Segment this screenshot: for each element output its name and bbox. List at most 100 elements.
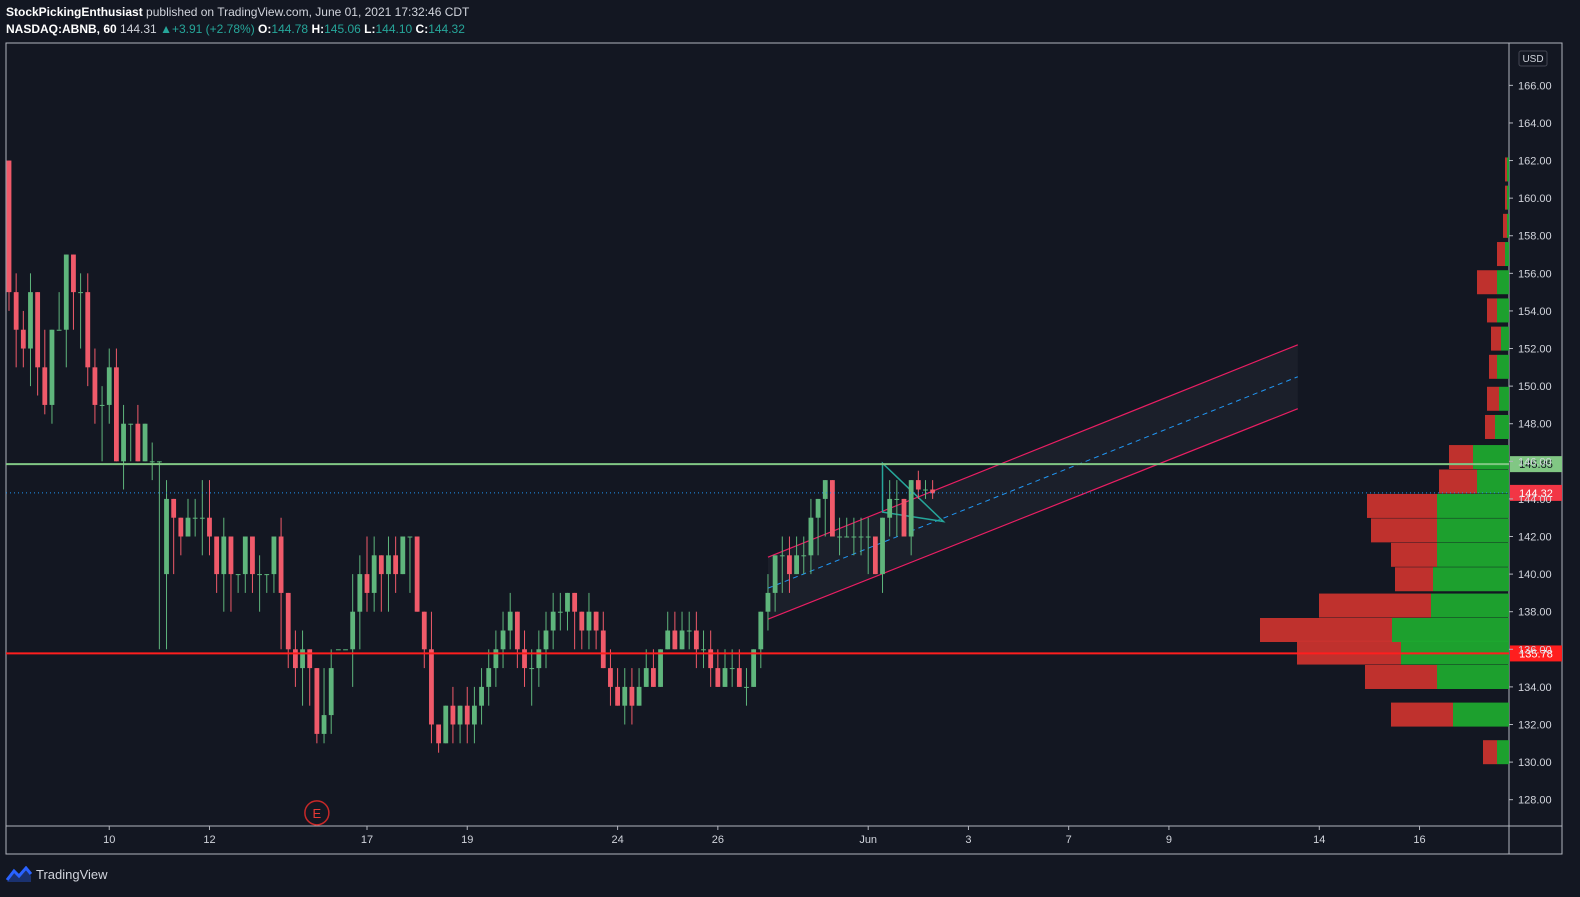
candle-body[interactable]: [357, 574, 363, 612]
candle-body[interactable]: [822, 480, 828, 499]
candle-body[interactable]: [128, 423, 134, 425]
candle-body[interactable]: [830, 480, 835, 537]
candle-body[interactable]: [35, 292, 41, 368]
candle-body[interactable]: [514, 611, 520, 650]
candle-body[interactable]: [135, 423, 141, 462]
candle-body[interactable]: [235, 574, 241, 576]
candle-body[interactable]: [78, 292, 83, 294]
candle-body[interactable]: [28, 292, 33, 349]
candle-body[interactable]: [579, 611, 585, 631]
candle-body[interactable]: [794, 555, 799, 575]
candle-body[interactable]: [114, 367, 119, 462]
candle-body[interactable]: [880, 517, 885, 575]
candle-body[interactable]: [264, 574, 270, 576]
candle-body[interactable]: [199, 517, 205, 519]
candle-body[interactable]: [923, 489, 928, 491]
candle-body[interactable]: [493, 649, 499, 669]
candle-body[interactable]: [486, 668, 492, 687]
candle-body[interactable]: [915, 480, 921, 490]
candle-body[interactable]: [908, 480, 914, 537]
candle-body[interactable]: [693, 630, 699, 650]
candle-body[interactable]: [751, 649, 757, 687]
candle-body[interactable]: [221, 536, 227, 575]
candle-body[interactable]: [472, 705, 477, 725]
currency-badge[interactable]: [1518, 50, 1548, 67]
candle-body[interactable]: [622, 686, 628, 706]
candle-body[interactable]: [293, 649, 298, 669]
candle-body[interactable]: [63, 254, 69, 330]
candle-body[interactable]: [744, 686, 749, 688]
candle-body[interactable]: [629, 686, 635, 706]
candle-body[interactable]: [464, 705, 470, 725]
candle-body[interactable]: [99, 404, 105, 406]
candle-body[interactable]: [930, 489, 936, 494]
candle-body[interactable]: [300, 649, 305, 669]
candle-body[interactable]: [736, 668, 742, 687]
candle-body[interactable]: [593, 611, 599, 631]
candle-body[interactable]: [71, 254, 76, 293]
candle-body[interactable]: [708, 649, 714, 669]
footer-brand[interactable]: TradingView: [6, 864, 108, 884]
candle-body[interactable]: [872, 536, 878, 575]
candle-body[interactable]: [421, 611, 427, 650]
candle-body[interactable]: [586, 611, 592, 631]
candle-body[interactable]: [364, 574, 370, 593]
candle-body[interactable]: [758, 611, 764, 650]
candle-body[interactable]: [701, 649, 706, 651]
candle-body[interactable]: [894, 498, 900, 500]
channel-lower-line[interactable]: [767, 408, 1299, 620]
candle-body[interactable]: [228, 536, 234, 575]
candle-body[interactable]: [20, 329, 26, 349]
candle-body[interactable]: [865, 536, 871, 538]
candle-body[interactable]: [765, 592, 771, 612]
candle-body[interactable]: [164, 498, 169, 575]
candle-body[interactable]: [844, 536, 850, 538]
candle-body[interactable]: [343, 649, 348, 651]
candle-body[interactable]: [658, 649, 663, 687]
candle-body[interactable]: [393, 555, 399, 575]
candle-body[interactable]: [636, 686, 642, 706]
candle-body[interactable]: [801, 555, 807, 557]
candle-body[interactable]: [672, 630, 678, 650]
candle-body[interactable]: [443, 705, 449, 744]
candle-body[interactable]: [522, 649, 527, 669]
candle-body[interactable]: [149, 461, 155, 463]
candle-body[interactable]: [715, 668, 721, 687]
candle-body[interactable]: [550, 611, 556, 631]
candle-body[interactable]: [808, 517, 814, 556]
candle-body[interactable]: [772, 555, 778, 593]
symbol-label[interactable]: NASDAQ:ABNB, 60: [6, 22, 117, 36]
candle-body[interactable]: [779, 555, 785, 557]
candle-body[interactable]: [436, 724, 441, 744]
candle-body[interactable]: [6, 160, 12, 293]
candle-body[interactable]: [42, 367, 48, 405]
candle-body[interactable]: [665, 630, 671, 650]
candle-body[interactable]: [815, 498, 821, 518]
candle-body[interactable]: [901, 498, 907, 537]
candle-body[interactable]: [92, 367, 98, 405]
candle-body[interactable]: [722, 668, 728, 687]
candle-body[interactable]: [142, 423, 148, 462]
candle-body[interactable]: [121, 423, 126, 462]
candle-body[interactable]: [271, 536, 277, 575]
candle-body[interactable]: [106, 367, 112, 405]
candle-body[interactable]: [314, 668, 320, 734]
candle-body[interactable]: [557, 611, 563, 613]
candle-body[interactable]: [207, 517, 212, 537]
candle-body[interactable]: [414, 536, 420, 612]
candle-body[interactable]: [507, 611, 513, 631]
candle-body[interactable]: [457, 705, 463, 725]
candle-body[interactable]: [185, 517, 191, 537]
candle-body[interactable]: [171, 498, 177, 518]
candle-body[interactable]: [321, 715, 327, 734]
candle-body[interactable]: [335, 649, 341, 651]
candle-body[interactable]: [536, 649, 542, 669]
candle-body[interactable]: [350, 611, 356, 650]
candle-body[interactable]: [608, 668, 613, 687]
candle-body[interactable]: [250, 536, 255, 575]
candle-body[interactable]: [257, 574, 262, 576]
publisher-name[interactable]: StockPickingEnthusiast: [6, 5, 143, 19]
candle-body[interactable]: [371, 555, 377, 593]
candle-body[interactable]: [400, 536, 406, 575]
